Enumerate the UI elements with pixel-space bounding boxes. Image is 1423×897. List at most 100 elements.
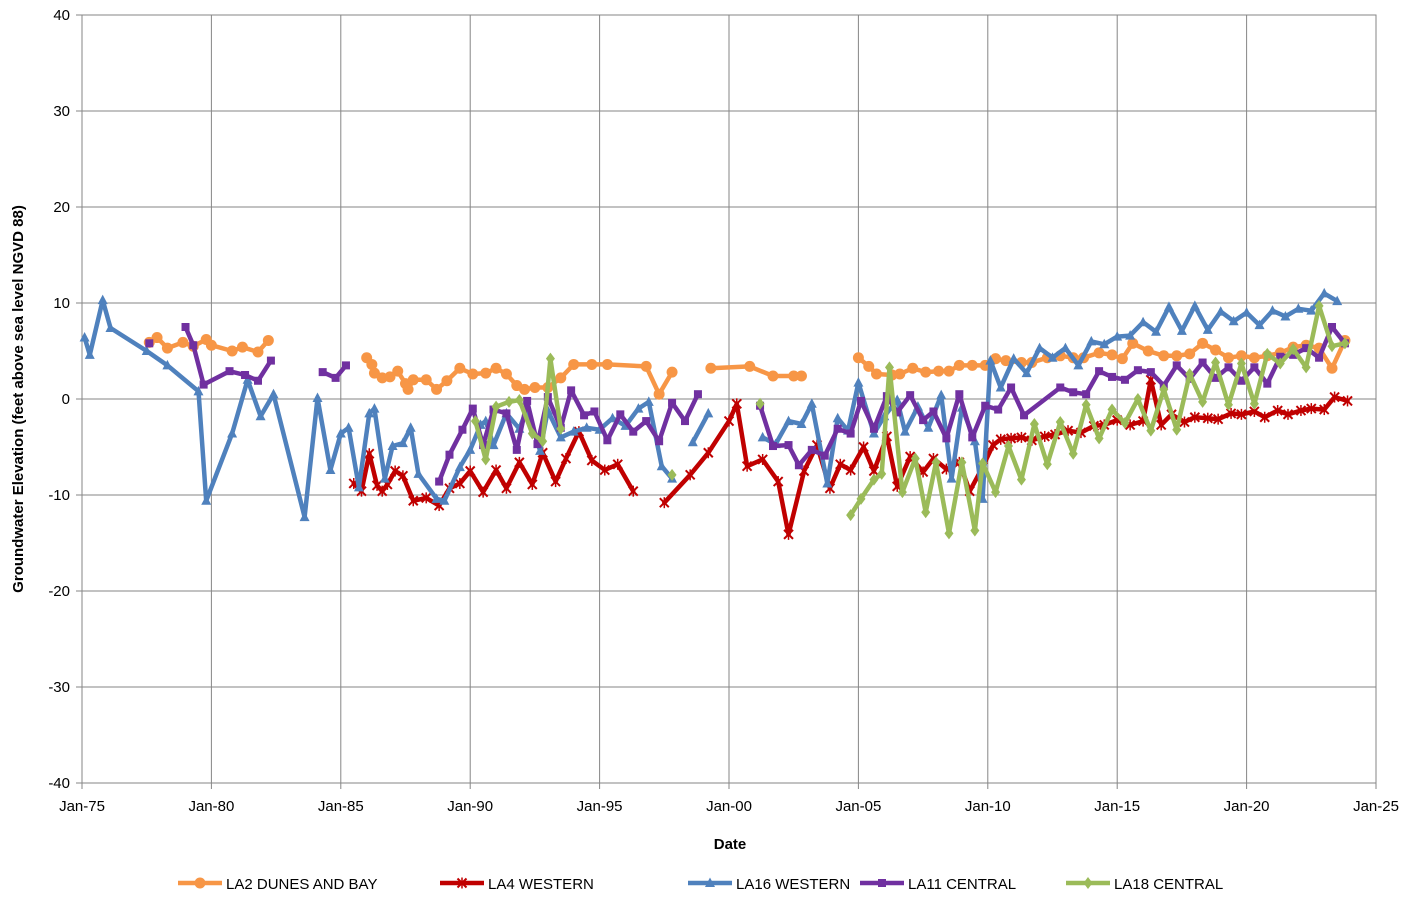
- y-tick-label: 20: [53, 199, 70, 216]
- data-point: [820, 451, 829, 460]
- data-point: [555, 431, 566, 442]
- data-point: [514, 393, 524, 406]
- series-la16-western: [79, 287, 1343, 522]
- data-point: [1241, 307, 1252, 317]
- data-point: [1275, 357, 1285, 370]
- data-point: [454, 477, 466, 489]
- data-point: [788, 370, 800, 382]
- data-point: [1189, 300, 1200, 310]
- data-point: [884, 361, 894, 374]
- data-point: [1039, 430, 1050, 442]
- data-point: [527, 478, 538, 490]
- data-point: [488, 439, 499, 450]
- data-point: [1068, 447, 1078, 460]
- data-point: [379, 473, 390, 483]
- data-point: [467, 368, 479, 380]
- data-point: [268, 388, 279, 399]
- data-point: [871, 368, 883, 380]
- x-axis-title: Date: [714, 836, 747, 853]
- data-point: [201, 495, 212, 505]
- data-point: [369, 403, 380, 413]
- data-point: [545, 352, 555, 365]
- data-point: [226, 345, 238, 357]
- data-point: [458, 425, 467, 434]
- data-point: [387, 440, 398, 451]
- data-point: [341, 361, 350, 370]
- data-point: [628, 485, 639, 497]
- data-point: [944, 527, 954, 540]
- data-point: [1142, 345, 1154, 357]
- data-point: [655, 437, 664, 446]
- x-tick-label: Jan-20: [1224, 798, 1270, 815]
- y-axis-title: Groundwater Elevation (feet above sea le…: [10, 205, 27, 593]
- data-point: [1293, 303, 1304, 313]
- data-point: [533, 440, 542, 449]
- data-point: [894, 368, 906, 380]
- data-point: [529, 381, 541, 393]
- data-point: [832, 412, 843, 423]
- data-point: [1236, 408, 1247, 420]
- data-point: [1151, 326, 1162, 336]
- data-point: [1235, 350, 1247, 362]
- data-point: [389, 465, 401, 477]
- data-point: [454, 362, 466, 374]
- data-point: [835, 458, 846, 470]
- data-point: [869, 424, 878, 433]
- data-point: [1184, 348, 1196, 360]
- axis-tick-labels: 40 30 20 10 0 -10 -20 -30 -40 Jan-75 Jan-80 Jan-85 J…: [48, 7, 1399, 815]
- data-point: [796, 418, 807, 428]
- data-point: [97, 294, 108, 305]
- data-point: [846, 429, 855, 438]
- x-tick-label: Jan-75: [59, 798, 105, 815]
- data-point: [1081, 398, 1091, 411]
- data-point: [985, 355, 996, 365]
- data-point: [612, 458, 623, 470]
- data-point: [943, 365, 955, 377]
- data-point: [262, 334, 274, 346]
- data-point: [1125, 330, 1136, 340]
- data-point: [953, 359, 965, 371]
- data-point: [1340, 337, 1350, 350]
- data-point: [681, 417, 690, 426]
- data-point: [1302, 344, 1311, 353]
- data-point: [744, 360, 756, 372]
- data-point: [858, 441, 869, 453]
- data-point: [435, 477, 444, 486]
- data-point: [852, 352, 864, 364]
- data-point: [1016, 473, 1026, 486]
- x-tick-label: Jan-05: [835, 798, 881, 815]
- y-tick-label: -40: [48, 775, 70, 792]
- y-tick-label: -10: [48, 487, 70, 504]
- data-point: [1171, 350, 1183, 362]
- data-point: [1047, 352, 1058, 362]
- data-point: [1163, 301, 1174, 311]
- data-point: [1133, 393, 1143, 405]
- data-point: [79, 332, 90, 342]
- data-point: [242, 374, 253, 384]
- legend-swatch-marker: [456, 877, 468, 889]
- data-point: [1073, 359, 1084, 370]
- legend-swatch-marker: [878, 879, 886, 887]
- data-point: [1306, 403, 1317, 415]
- data-point: [481, 453, 491, 466]
- data-point: [795, 370, 807, 382]
- data-point: [942, 434, 951, 443]
- data-point: [84, 349, 95, 359]
- data-point: [1004, 440, 1014, 453]
- data-point: [1254, 319, 1265, 330]
- data-point: [640, 360, 652, 372]
- data-point: [1211, 373, 1220, 382]
- data-point: [151, 332, 163, 344]
- data-point: [1185, 368, 1195, 381]
- legend-item: LA4 WESTERN: [440, 876, 594, 893]
- data-point: [1326, 362, 1338, 374]
- data-point: [603, 436, 612, 445]
- data-point: [642, 417, 651, 426]
- data-point: [177, 336, 189, 348]
- legend-label: LA4 WESTERN: [488, 876, 594, 893]
- data-point: [968, 433, 977, 442]
- data-point: [1093, 347, 1105, 359]
- data-point: [1146, 424, 1156, 437]
- legend-swatch-marker: [705, 877, 715, 887]
- data-point: [807, 445, 816, 454]
